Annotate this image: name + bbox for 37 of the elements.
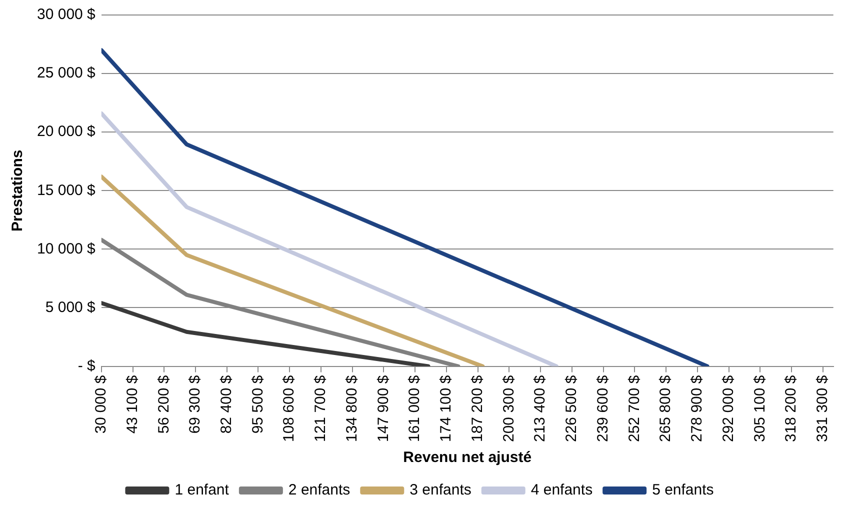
legend-label: 4 enfants <box>530 482 593 499</box>
x-tick-label: 331 300 $ <box>814 374 832 442</box>
x-tick-label: 108 600 $ <box>280 374 298 442</box>
y-tick-label: 25 000 $ <box>37 64 96 82</box>
y-tick-label: 5 000 $ <box>45 298 96 316</box>
y-tick-label: 15 000 $ <box>37 182 96 199</box>
legend-label: 3 enfants <box>410 482 472 499</box>
x-tick-label: 278 900 $ <box>688 374 706 442</box>
x-tick-label: 213 400 $ <box>532 374 549 442</box>
x-axis-title: Revenu net ajusté <box>403 449 532 466</box>
x-tick-label: 226 500 $ <box>563 374 580 442</box>
y-tick-label: - $ <box>78 357 96 374</box>
x-tick-label: 200 300 $ <box>500 374 518 442</box>
x-tick-label: 239 600 $ <box>594 374 612 442</box>
x-tick-label: 43 100 $ <box>124 374 141 434</box>
y-tick-label: 20 000 $ <box>37 123 96 140</box>
legend-label: 1 enfant <box>174 482 230 499</box>
x-tick-label: 265 800 $ <box>657 374 674 442</box>
x-tick-label: 252 700 $ <box>626 374 643 442</box>
x-tick-label: 134 800 $ <box>343 374 360 442</box>
x-tick-label: 305 100 $ <box>751 374 768 442</box>
x-tick-label: 187 200 $ <box>468 374 486 442</box>
x-tick-label: 69 300 $ <box>186 374 204 434</box>
x-tick-label: 147 900 $ <box>374 374 392 442</box>
y-tick-label: 30 000 $ <box>37 6 96 24</box>
x-tick-label: 82 400 $ <box>218 374 236 434</box>
x-tick-label: 174 100 $ <box>438 374 455 442</box>
y-axis-title: Prestations <box>9 150 26 232</box>
y-tick-label: 10 000 $ <box>37 240 96 258</box>
x-tick-label: 56 200 $ <box>155 374 172 434</box>
x-tick-label: 95 500 $ <box>249 374 266 434</box>
x-tick-label: 121 700 $ <box>312 374 330 442</box>
x-tick-label: 318 200 $ <box>782 374 800 442</box>
legend-label: 5 enfants <box>652 482 714 499</box>
legend-label: 2 enfants <box>288 482 350 499</box>
x-tick-label: 292 000 $ <box>720 374 737 442</box>
x-tick-label: 161 000 $ <box>406 374 424 442</box>
